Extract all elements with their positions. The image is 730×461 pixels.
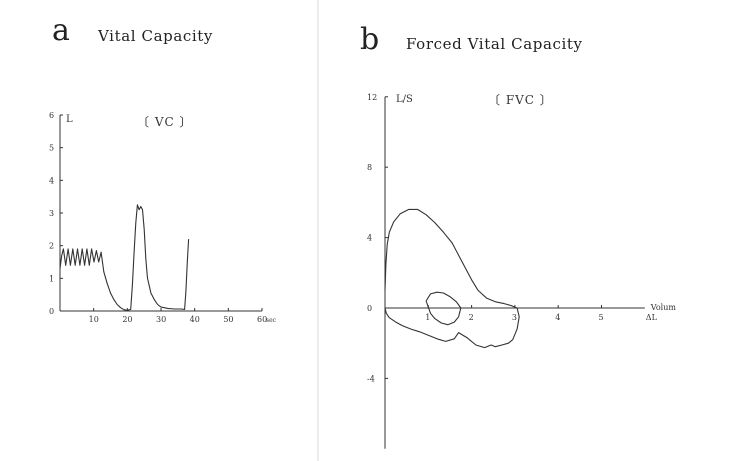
fvc-y-tick-label: -4 <box>367 374 375 383</box>
vc-y-tick-label: 1 <box>49 274 54 283</box>
panel-b-letter: b <box>360 22 379 57</box>
vc-x-tick-label: 30 <box>156 315 166 324</box>
vc-y-tick-label: 6 <box>49 111 54 120</box>
vc-x-tick-label: 10 <box>89 315 99 324</box>
fvc-inset-label: 〔 FVC 〕 <box>488 93 553 107</box>
fvc-x-unit-label: ΔL <box>646 313 658 322</box>
fvc-x-tick-label: 2 <box>469 313 474 322</box>
panel-b-title: Forced Vital Capacity <box>406 35 583 53</box>
vc-y-tick-label: 0 <box>49 307 54 316</box>
fvc-x-tick-label: 5 <box>599 313 604 322</box>
panel-a-letter: a <box>52 13 70 48</box>
panel-a-title: Vital Capacity <box>97 27 213 45</box>
vc-x-tick-label: 20 <box>122 315 132 324</box>
fvc-y-axis-label: L/S <box>396 94 413 105</box>
vc-x-tick-label: 60 <box>257 315 267 324</box>
vc-y-tick-label: 5 <box>49 144 54 153</box>
vc-x-tick-label: 40 <box>190 315 200 324</box>
vc-x-unit-label: sec <box>266 317 277 324</box>
fvc-x-tick-label: 4 <box>555 313 560 322</box>
vc-y-tick-label: 2 <box>49 242 54 251</box>
fvc-y-tick-label: 8 <box>367 163 372 172</box>
fvc-y-tick-label: 12 <box>367 93 377 102</box>
vc-y-axis-label: L <box>66 114 73 125</box>
fvc-y-tick-label: 4 <box>367 234 372 243</box>
fvc-x-tick-label: 3 <box>512 313 517 322</box>
fvc-x-axis-label: Volum <box>650 303 677 312</box>
vc-y-tick-label: 4 <box>49 176 54 185</box>
vc-inset-label: 〔 VC 〕 <box>137 115 192 129</box>
fvc-tidal-loop <box>425 291 462 326</box>
fvc-y-tick-label: 0 <box>367 304 372 313</box>
vc-x-tick-label: 50 <box>223 315 233 324</box>
vc-y-tick-label: 3 <box>49 209 54 218</box>
fvc-x-tick-label: 1 <box>425 313 430 322</box>
fvc-forced-loop <box>384 208 520 349</box>
vc-trace <box>59 204 190 311</box>
